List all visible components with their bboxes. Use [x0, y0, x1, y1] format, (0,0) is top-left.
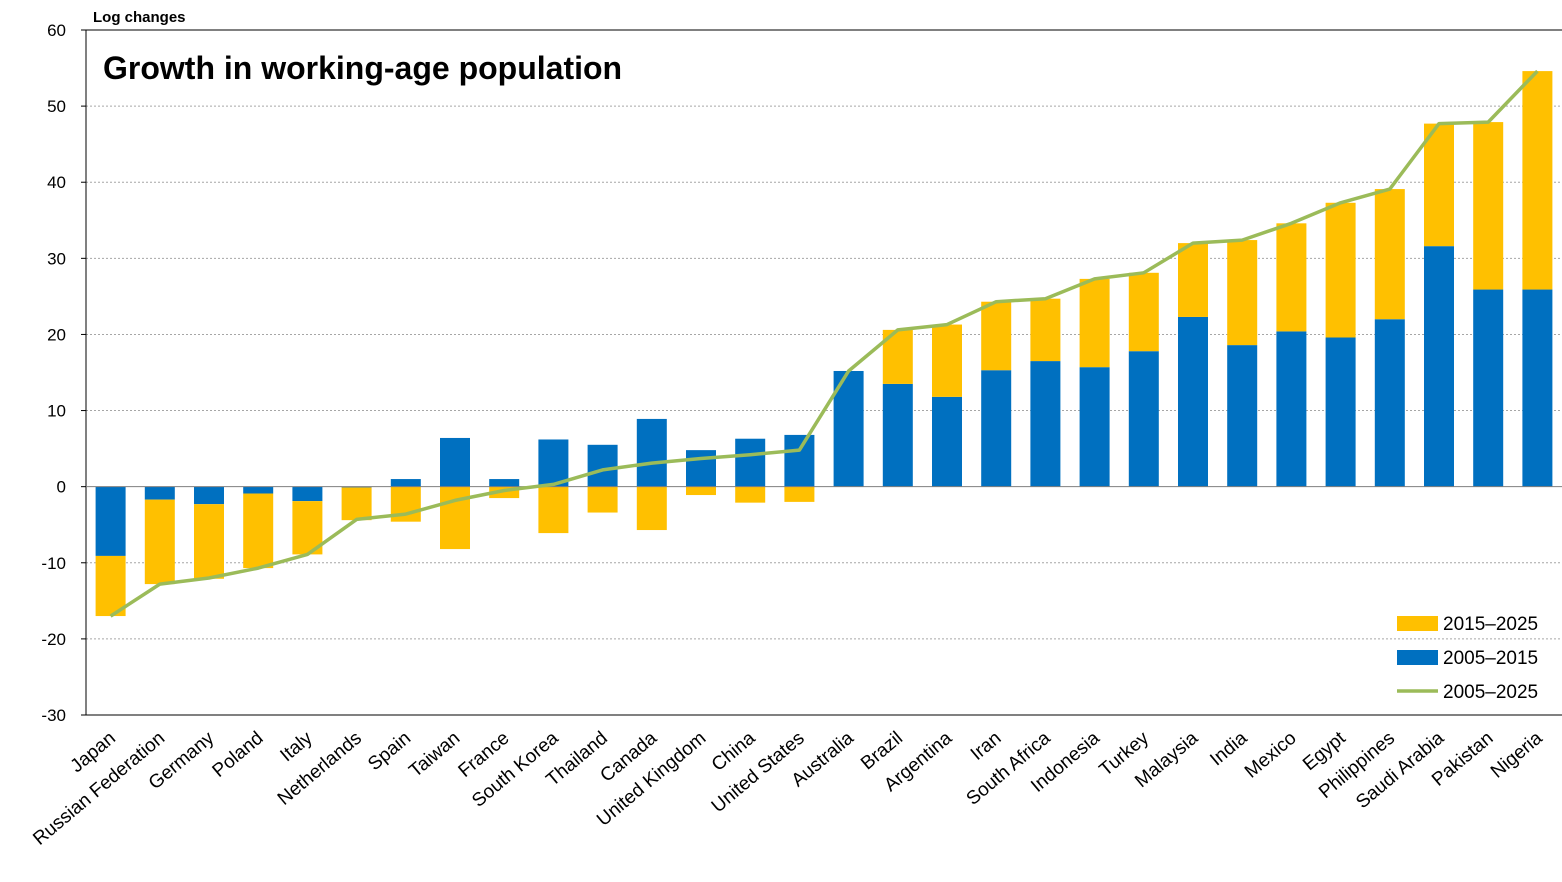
bar-2015-2025-india: [1227, 240, 1258, 346]
bar-2005-2015-united-kingdom: [686, 450, 716, 487]
y-tick-label: -10: [41, 554, 66, 573]
bar-2015-2025-south-korea: [538, 486, 569, 534]
bar-2005-2015-india: [1227, 345, 1258, 487]
bar-2005-2015-france: [489, 479, 520, 487]
bar-2005-2015-russian-federation: [144, 486, 175, 500]
bar-2005-2015-indonesia: [1079, 367, 1110, 487]
y-tick-label: 0: [57, 478, 66, 497]
chart-title: Growth in working-age population: [103, 50, 622, 86]
bar-2015-2025-pakistan: [1473, 122, 1504, 290]
bar-2005-2015-pakistan: [1473, 289, 1504, 487]
bar-2005-2015-italy: [292, 486, 323, 502]
bar-2005-2015-united-states: [784, 434, 815, 487]
legend: 2015–2025 2005–2015 2005–2025: [1397, 614, 1538, 703]
legend-swatch-2015-2025: [1397, 616, 1438, 631]
x-tick-label-nigeria: Nigeria: [1487, 727, 1547, 782]
bar-2015-2025-france: [489, 486, 520, 499]
bar-2015-2025-taiwan: [440, 486, 470, 550]
y-tick-label: 40: [47, 173, 66, 192]
bar-2005-2015-germany: [194, 486, 224, 505]
bar-2005-2015-turkey: [1128, 351, 1159, 487]
bar-2005-2015-poland: [243, 486, 274, 494]
axes: [81, 29, 1562, 716]
bar-2015-2025-netherlands: [341, 487, 372, 521]
bar-2005-2015-argentina: [932, 396, 962, 487]
x-tick-label-iran: Iran: [967, 728, 1006, 765]
total-line-layer: [109, 69, 1539, 618]
bar-2005-2015-japan: [95, 486, 126, 556]
x-tick-label-taiwan: Taiwan: [405, 728, 464, 782]
bar-2005-2015-malaysia: [1178, 316, 1208, 487]
bar-2015-2025-nigeria: [1522, 71, 1553, 290]
bar-2005-2015-taiwan: [440, 437, 470, 487]
x-tick-label-mexico: Mexico: [1241, 728, 1301, 783]
bar-2015-2025-russian-federation: [144, 499, 175, 585]
bar-2015-2025-argentina: [932, 324, 962, 397]
bar-2005-2015-china: [735, 438, 766, 487]
bar-2015-2025-malaysia: [1178, 243, 1208, 317]
y-axis-label: Log changes: [93, 9, 186, 26]
bar-2015-2025-south-africa: [1030, 298, 1061, 362]
bar-2015-2025-turkey: [1128, 272, 1159, 352]
legend-label-2005-2015: 2005–2015: [1443, 648, 1538, 669]
y-tick-label: 20: [47, 325, 66, 344]
bar-2015-2025-mexico: [1276, 223, 1307, 332]
y-tick-label: -20: [41, 630, 66, 649]
bar-2015-2025-united-states: [784, 486, 815, 502]
bar-2015-2025-iran: [981, 301, 1012, 371]
bar-2005-2015-south-africa: [1030, 361, 1061, 487]
bar-2005-2015-philippines: [1374, 319, 1405, 487]
y-tick-labels: 60 50 40 30 20 10 0 -10 -20 -30: [41, 21, 66, 725]
bar-2005-2015-nigeria: [1522, 289, 1553, 487]
bar-2015-2025-japan: [95, 555, 126, 617]
bar-2015-2025-germany: [194, 504, 224, 579]
bar-2005-2015-mexico: [1276, 331, 1307, 487]
y-tick-label: 10: [47, 402, 66, 421]
bar-2015-2025-saudi-arabia: [1424, 123, 1454, 247]
bar-2005-2015-iran: [981, 370, 1012, 487]
bar-2015-2025-canada: [636, 486, 667, 531]
legend-label-2005-2025: 2005–2025: [1443, 682, 1538, 703]
y-tick-label: 30: [47, 249, 66, 268]
bar-2005-2015-south-korea: [538, 439, 569, 487]
bar-2015-2025-united-kingdom: [686, 486, 716, 496]
bar-2005-2015-brazil: [882, 383, 913, 487]
bar-2005-2015-saudi-arabia: [1424, 246, 1454, 487]
bar-2015-2025-poland: [243, 493, 274, 569]
legend-label-2015-2025: 2015–2025: [1443, 614, 1538, 635]
y-tick-label: 60: [47, 21, 66, 40]
bar-2015-2025-thailand: [587, 486, 618, 513]
bar-2005-2015-egypt: [1325, 337, 1356, 487]
bar-2015-2025-indonesia: [1079, 278, 1110, 368]
bar-2005-2015-canada: [636, 418, 667, 487]
bar-2015-2025-philippines: [1374, 189, 1405, 320]
line-2005-2025: [109, 69, 1539, 618]
x-tick-label-poland: Poland: [209, 728, 268, 782]
bars: [95, 71, 1553, 617]
y-tick-label: -30: [41, 706, 66, 725]
bar-2005-2015-thailand: [587, 444, 618, 487]
x-tick-label-italy: Italy: [276, 727, 317, 766]
y-tick-label: 50: [47, 97, 66, 116]
bar-2015-2025-china: [735, 486, 766, 503]
bar-2015-2025-egypt: [1325, 202, 1356, 338]
bar-2005-2015-spain: [390, 479, 421, 487]
legend-swatch-2005-2015: [1397, 650, 1438, 665]
